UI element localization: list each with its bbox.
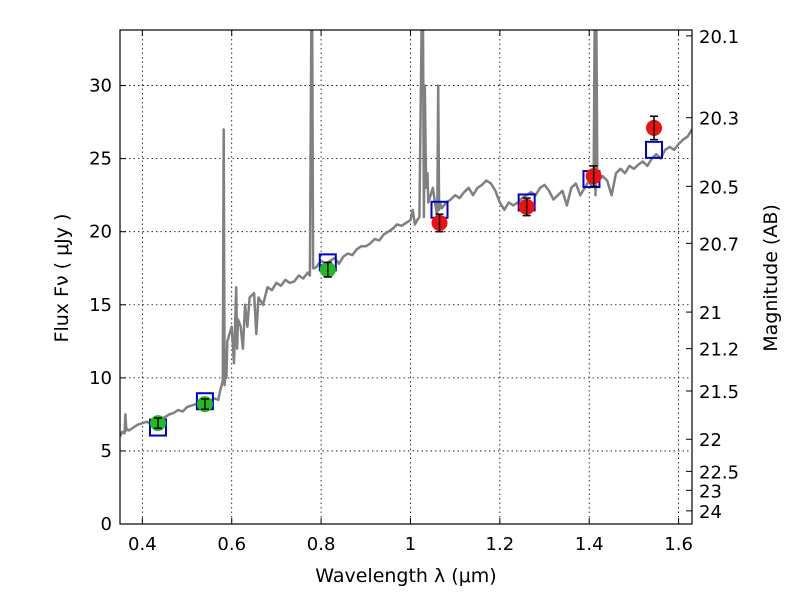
y-tick-label: 10 [89,368,112,389]
plot-frame [119,29,693,525]
y-axis-title: Flux Fν ( μJy ) [51,214,73,343]
x-tick-label: 1.2 [486,534,515,555]
y2-tick-label: 24 [699,502,722,523]
y2-axis-title: Magnitude (AB) [760,204,782,352]
y-tick-label: 5 [101,441,112,462]
y2-tick-label: 20.7 [699,234,739,255]
y2-tick-label: 20.5 [699,177,739,198]
y-tick-label: 20 [89,222,112,243]
x-tick-label: 1.4 [575,534,604,555]
y2-tick-label: 20.1 [699,27,739,48]
x-tick-label: 0.8 [307,534,336,555]
x-tick-label: 0.4 [128,534,157,555]
y-tick-label: 15 [89,295,112,316]
y2-tick-label: 21.2 [699,340,739,361]
x-tick-label: 1 [405,534,416,555]
y2-tick-label: 23 [699,481,722,502]
y2-tick-label: 22 [699,430,722,451]
y-tick-label: 0 [101,514,112,535]
y2-tick-label: 22.5 [699,462,739,483]
grid-lines [120,30,692,524]
y-tick-label: 30 [89,76,112,97]
x-axis-title: Wavelength λ (μm) [315,565,496,587]
y2-tick-label: 20.3 [699,109,739,130]
y2-tick-label: 21 [699,303,722,324]
x-tick-label: 0.6 [217,534,246,555]
x-tick-label: 1.6 [664,534,693,555]
model-box-marker [645,140,664,159]
y2-tick-label: 21.5 [699,382,739,403]
y-tick-label: 25 [89,149,112,170]
